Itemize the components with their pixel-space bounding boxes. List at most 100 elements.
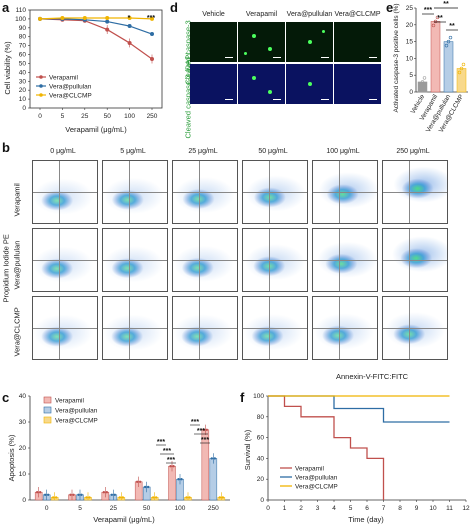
panel-a-ytick-label: 30: [19, 78, 27, 85]
panel-f-survival-line: [268, 395, 450, 423]
panel-f-ylabel: Survival (%): [243, 429, 252, 470]
panel-f-xtick-label: 9: [415, 505, 419, 512]
panel-c-chart: 0 10 20 30 40 0 5 25 50 100 250 Apoptosis (%) Vera…: [7, 393, 230, 524]
panel-f-xtick-label: 11: [446, 505, 453, 512]
panel-a-series-line: [40, 18, 153, 35]
panel-e-dot: [433, 19, 438, 24]
panel-f-ytick-label: 80: [257, 414, 265, 421]
panel-a-series-line: [39, 18, 153, 60]
panel-f-xtick-label: 2: [299, 505, 303, 512]
panel-a-ytick-label: 20: [19, 87, 27, 94]
quadrant-vline: [408, 161, 410, 223]
panel-f-ytick-label: 60: [257, 435, 265, 442]
panel-a-ylabel: Cell viability (%): [3, 41, 12, 95]
quadrant-hline: [313, 260, 377, 261]
panel-e-dot: [418, 84, 423, 88]
panel-c-dot: [185, 496, 188, 499]
micrograph-verapamil-dapi: [238, 64, 285, 104]
panel-c-ytick-label: 0: [22, 497, 26, 504]
quadrant-hline: [103, 192, 167, 193]
panel-c-ytick-label: 10: [19, 471, 27, 478]
micrograph-clcmp-dapi: [334, 64, 381, 104]
panel-c-dot: [88, 496, 91, 499]
panel-e-ylabel: Activated caspase-3 positive cells (%): [393, 3, 400, 112]
flow-plot: [242, 296, 308, 360]
panel-c-dot: [210, 457, 214, 460]
panel-c-dot: [113, 493, 117, 496]
panel-b-col-1: 5 μg/mL: [120, 148, 146, 155]
panel-e-ytick-label: 5: [409, 72, 413, 79]
flow-plot: [382, 160, 448, 224]
panel-c-dot: [102, 491, 106, 494]
flow-plot: [102, 296, 168, 360]
panel-e-bar: [417, 81, 428, 93]
panel-e-ytick-label: 0: [409, 89, 413, 96]
panel-c-dot: [180, 478, 183, 481]
panel-d-col-pullulan: Vera@pullulan: [286, 11, 333, 18]
panel-b-row-clcmp: Vera@CLCMP: [12, 307, 22, 357]
panel-c-dot: [218, 496, 222, 499]
panel-b-xlabel: Annexin-V-FITC:FITC: [336, 372, 409, 381]
panel-a-point: [105, 19, 110, 24]
panel-c-ylabel: Apoptosis (%): [7, 434, 16, 481]
panel-label-f: f: [240, 390, 245, 405]
panel-f-ytick-label: 100: [253, 393, 264, 400]
quadrant-vline: [128, 229, 130, 291]
panel-c-dot: [43, 493, 47, 496]
panel-e-dot: [444, 43, 449, 48]
panel-e-sig-1: **: [443, 1, 449, 8]
flow-plot: [32, 160, 98, 224]
panel-c-dot: [202, 428, 206, 431]
panel-c-dot: [154, 496, 158, 499]
quadrant-hline: [243, 192, 307, 193]
quadrant-hline: [33, 328, 97, 329]
quadrant-hline: [313, 328, 377, 329]
panel-label-a: a: [2, 0, 10, 15]
panel-c-xtick-label: 25: [110, 505, 118, 512]
panel-d-col-clcmp: Vera@CLCMP: [334, 11, 381, 18]
quadrant-hline: [103, 328, 167, 329]
panel-c-sig-1: ***: [163, 448, 171, 455]
panel-a-point: [150, 32, 154, 37]
panel-f-xtick-label: 7: [382, 505, 386, 512]
panel-e-ytick-label: 25: [406, 5, 414, 12]
panel-c-dot: [138, 480, 142, 483]
quadrant-hline: [33, 260, 97, 261]
panel-f-xtick-label: 1: [283, 505, 287, 512]
quadrant-hline: [383, 260, 447, 261]
panel-a-ytick-label: 60: [19, 52, 27, 59]
panel-e-dot: [457, 70, 462, 75]
panel-e-ytick-label: 15: [406, 39, 414, 46]
panel-e-dot: [446, 39, 451, 44]
panel-c-dot: [35, 491, 39, 494]
panel-c-dot: [121, 496, 125, 499]
micrograph-verapamil-caspase: [238, 22, 285, 62]
panel-a-legend: Verapamil Vera@pullulan Vera@CLCMP: [36, 75, 92, 100]
panel-c-dot: [85, 496, 88, 499]
quadrant-vline: [198, 297, 200, 359]
panel-a-xtick-label: 250: [147, 113, 158, 120]
panel-e-dot: [435, 15, 440, 20]
panel-a-xtick-label: 0: [38, 113, 42, 120]
panel-c-dot: [143, 485, 147, 489]
flow-plot: [242, 228, 308, 292]
panel-c-dot: [172, 465, 175, 468]
quadrant-vline: [408, 297, 410, 359]
panel-d-col-vehicle: Vehicle: [202, 11, 225, 18]
flow-plot: [382, 296, 448, 360]
panel-c-sig-5: ***: [201, 437, 209, 444]
panel-e-bar: [443, 41, 454, 93]
panel-a-xtick-label: 5: [61, 113, 65, 120]
panel-f-xtick-label: 12: [462, 505, 470, 512]
quadrant-vline: [268, 161, 270, 223]
panel-c-legend-verapamil: Verapamil: [55, 398, 84, 405]
panel-e-dot: [461, 62, 466, 67]
panel-e-sig-2: **: [449, 23, 455, 30]
micrograph-vehicle-dapi: [190, 64, 237, 104]
quadrant-vline: [408, 229, 410, 291]
panel-a-point: [127, 16, 132, 21]
panel-c-dot: [188, 496, 191, 499]
flow-plot: [102, 160, 168, 224]
